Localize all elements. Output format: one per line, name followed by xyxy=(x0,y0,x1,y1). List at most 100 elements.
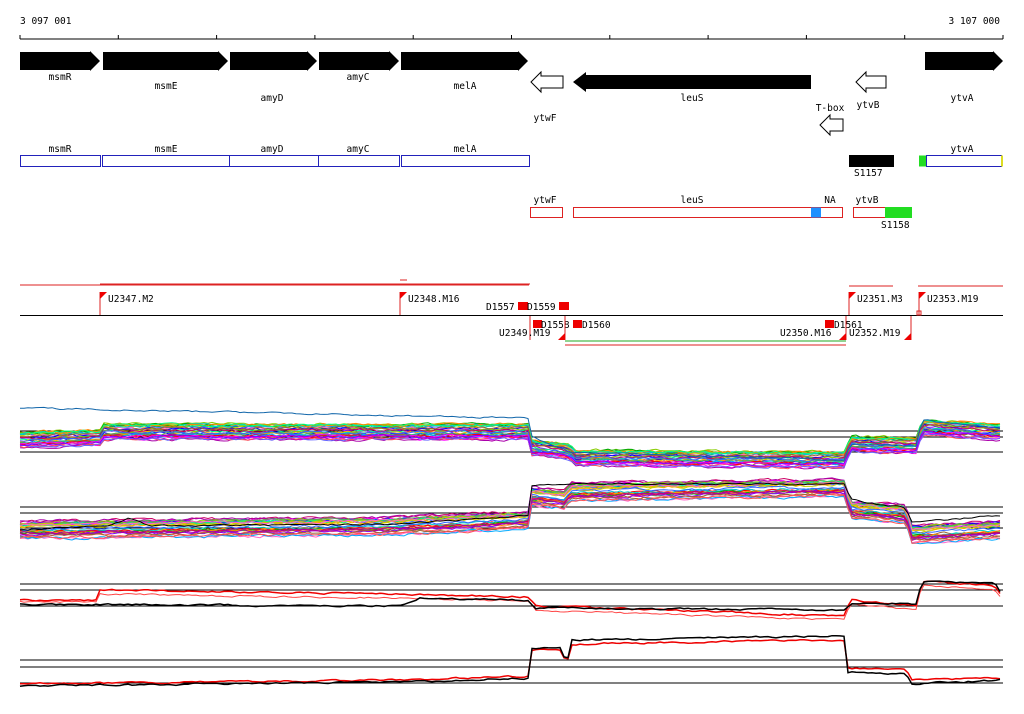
transcript-box-amyD[interactable] xyxy=(229,155,319,167)
segment-label-U2353: U2353.M19 xyxy=(927,294,979,305)
transcript-box-ytvA[interactable] xyxy=(926,155,1002,167)
axis-start-label: 3 097 001 xyxy=(20,16,72,27)
expression-panel-forward-conditions xyxy=(19,406,1003,470)
expression-profile-line xyxy=(19,494,1001,545)
expression-profile-line xyxy=(20,406,1001,462)
breakpoint-box-D1560[interactable] xyxy=(573,320,582,328)
reverse-transcript-track: ytwF leuS NA ytvB S1158 xyxy=(530,195,912,231)
transcript-box-msmR[interactable] xyxy=(20,155,101,167)
signature-label-S1157: S1157 xyxy=(854,168,883,179)
expression-panel-forward-summary xyxy=(19,580,1003,621)
transcript-label-amyC: amyC xyxy=(347,144,370,155)
gene-track: msmR msmE amyD amyC melA ytwF leuS T-box… xyxy=(20,51,1003,137)
ytvA-end-marker xyxy=(1001,155,1003,167)
gene-arrow-leuS[interactable] xyxy=(573,72,811,92)
na-box[interactable] xyxy=(811,207,821,218)
transcript-label-ytvB: ytvB xyxy=(856,195,879,206)
gene-arrow-ytvA[interactable] xyxy=(925,51,1003,71)
transcript-label-amyD: amyD xyxy=(261,144,284,155)
axis-end-label: 3 107 000 xyxy=(949,16,1001,27)
expression-profile-line xyxy=(19,584,1001,621)
expression-profile-line xyxy=(19,580,1001,612)
signature-label-S1158: S1158 xyxy=(881,220,910,231)
transcript-box-ytwF[interactable] xyxy=(530,207,563,218)
gene-arrow-amyC[interactable] xyxy=(319,51,399,71)
segment-small-marker xyxy=(916,310,922,316)
segment-end-marker xyxy=(558,333,565,340)
gene-arrow-ytwF[interactable] xyxy=(530,70,564,94)
transcript-label-msmR: msmR xyxy=(49,144,72,155)
breakpoint-box-D1561[interactable] xyxy=(825,320,834,328)
expression-profile-line xyxy=(19,428,1001,464)
gene-label-melA: melA xyxy=(454,81,477,92)
segment-label-U2350: U2350.M16 xyxy=(780,328,832,339)
segment-label-U2347: U2347.M2 xyxy=(108,294,154,305)
breakpoint-label-D1559: D1559 xyxy=(527,302,556,313)
expression-profile-line xyxy=(19,489,1001,539)
gene-arrow-msmR[interactable] xyxy=(20,51,100,71)
gene-label-ytvA: ytvA xyxy=(951,93,974,104)
gene-arrow-amyD[interactable] xyxy=(230,51,317,71)
gene-arrow-melA[interactable] xyxy=(401,51,528,71)
breakpoint-label-D1558: D1558 xyxy=(541,320,570,331)
gene-label-leuS: leuS xyxy=(681,93,704,104)
segment-label-U2349: U2349.M19 xyxy=(499,328,551,339)
expression-profile-line xyxy=(19,482,1001,531)
breakpoint-box-D1557[interactable] xyxy=(518,302,528,310)
segment-start-marker xyxy=(849,292,856,299)
segmentation-track: U2347.M2 U2348.M16 U2351.M3 U2353.M19 D1… xyxy=(20,279,1003,346)
expression-panel-reverse-summary xyxy=(19,634,1003,688)
gene-arrow-msmE[interactable] xyxy=(103,51,228,71)
expression-profile-line xyxy=(19,634,1001,688)
expression-profile-line xyxy=(19,485,1001,534)
segment-start-marker xyxy=(400,292,407,299)
expression-profile-line xyxy=(19,638,1001,685)
gene-label-ytvB: ytvB xyxy=(857,100,880,111)
gene-label-tbox: T-box xyxy=(816,103,845,114)
segment-start-marker xyxy=(100,292,107,299)
segment-end-marker xyxy=(839,333,846,340)
transcript-label-leuS: leuS xyxy=(681,195,704,206)
gene-arrow-ytvB[interactable] xyxy=(855,70,887,94)
segment-end-marker xyxy=(904,333,911,340)
expression-profile-line xyxy=(19,489,1001,539)
transcript-label-NA: NA xyxy=(824,195,836,206)
transcript-box-amyC[interactable] xyxy=(318,155,400,167)
gene-arrow-tbox[interactable] xyxy=(819,113,844,137)
ruler-ticks xyxy=(19,35,1004,39)
coordinate-ruler: 3 097 001 3 107 000 xyxy=(19,16,1004,40)
expression-profile-line xyxy=(19,419,1001,455)
expression-profile-line xyxy=(19,489,1001,539)
breakpoint-label-D1561: D1561 xyxy=(834,320,863,331)
breakpoint-label-D1560: D1560 xyxy=(582,320,611,331)
ytvA-start-marker xyxy=(919,155,926,167)
expression-profile-line xyxy=(19,422,1001,458)
expression-profile-line xyxy=(19,481,1001,531)
signature-box-S1158[interactable] xyxy=(885,207,912,218)
gene-label-ytwF: ytwF xyxy=(534,113,557,124)
forward-transcript-track: msmR msmE amyD amyC melA ytvA S1157 xyxy=(20,144,1003,179)
segment-label-U2348: U2348.M16 xyxy=(408,294,460,305)
segment-start-marker xyxy=(919,292,926,299)
expression-panel-reverse-conditions xyxy=(19,477,1003,545)
segment-label-U2351: U2351.M3 xyxy=(857,294,903,305)
transcript-box-msmE[interactable] xyxy=(102,155,230,167)
transcript-label-msmE: msmE xyxy=(155,144,178,155)
segment-label-U2352: U2352.M19 xyxy=(849,328,901,339)
transcript-label-melA: melA xyxy=(454,144,477,155)
gene-label-msmE: msmE xyxy=(155,81,178,92)
expression-profile-line xyxy=(19,580,1001,617)
transcript-label-ytvA: ytvA xyxy=(951,144,974,155)
transcript-box-leuS[interactable] xyxy=(573,207,843,218)
breakpoint-label-D1557: D1557 xyxy=(486,302,515,313)
transcript-box-melA[interactable] xyxy=(401,155,530,167)
gene-label-msmR: msmR xyxy=(49,72,72,83)
expression-profile-line xyxy=(19,427,1001,463)
expression-profile-line xyxy=(19,430,1001,467)
gene-label-amyC: amyC xyxy=(347,72,370,83)
signature-box-S1157[interactable] xyxy=(849,155,894,167)
transcript-label-ytwF: ytwF xyxy=(534,195,557,206)
breakpoint-box-D1558[interactable] xyxy=(533,320,542,328)
breakpoint-box-D1559[interactable] xyxy=(559,302,569,310)
